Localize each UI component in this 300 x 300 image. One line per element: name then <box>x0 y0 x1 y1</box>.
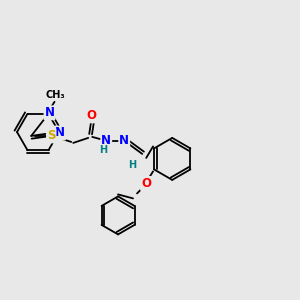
Text: N: N <box>55 127 65 140</box>
Text: H: H <box>99 145 107 155</box>
Text: O: O <box>86 110 96 122</box>
Text: S: S <box>47 129 56 142</box>
Text: N: N <box>101 134 111 147</box>
Text: O: O <box>141 177 151 190</box>
Text: CH₃: CH₃ <box>46 90 65 100</box>
Text: N: N <box>119 134 129 147</box>
Text: N: N <box>44 106 55 119</box>
Text: H: H <box>128 160 136 170</box>
